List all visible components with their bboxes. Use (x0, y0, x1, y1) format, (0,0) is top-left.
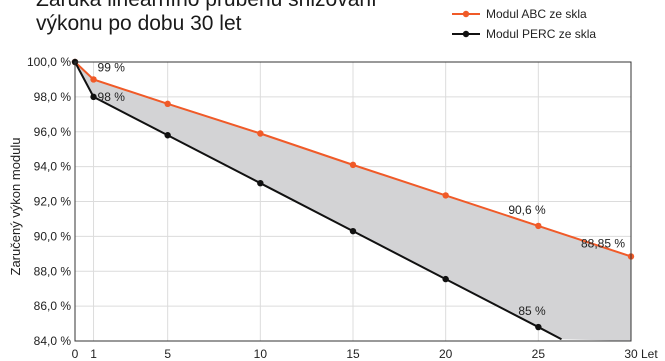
legend: Modul ABC ze skla Modul PERC ze skla (452, 7, 596, 41)
chart-title-line-2: výkonu po dobu 30 let (36, 12, 242, 35)
series-point-1 (535, 323, 542, 331)
y-tick-label: 90,0 % (34, 229, 72, 243)
data-label: 98 % (98, 90, 126, 104)
data-label: 85 % (518, 304, 546, 318)
x-tick-label: 30 (624, 347, 638, 361)
legend-marker-0 (462, 10, 470, 18)
x-tick-label: 10 (254, 347, 268, 361)
series-line-1 (74, 61, 562, 341)
legend-marker-1 (462, 30, 470, 38)
legend-entry-1: Modul PERC ze skla (486, 27, 596, 41)
chart-title: Záruka lineárního průběhu snižování výko… (36, 0, 416, 36)
series-point-0 (535, 222, 542, 230)
series-line-0 (74, 61, 632, 258)
series-point-0 (164, 100, 171, 108)
y-tick-label: 86,0 % (34, 299, 72, 313)
x-tick-label: 15 (346, 347, 360, 361)
annotations: 99 % 98 % 90,6 % 88,85 % 85 % (98, 60, 626, 318)
x-tick-label: 20 (439, 347, 453, 361)
series-point-1 (349, 227, 357, 235)
legend-entry-0: Modul ABC ze skla (486, 7, 587, 21)
x-tick-label: 0 (72, 347, 79, 361)
series-point-0 (90, 76, 97, 83)
data-label: 90,6 % (508, 203, 546, 217)
series-layer (71, 58, 635, 341)
series-point-0 (349, 161, 357, 169)
data-label: 88,85 % (581, 236, 625, 250)
y-tick-label: 84,0 % (34, 334, 72, 348)
series-point-1 (442, 275, 449, 283)
y-tick-label: 94,0 % (34, 160, 72, 174)
y-tick-label: 88,0 % (34, 264, 72, 278)
chart-title-line-1: Záruka lineárního průběhu snižování (36, 0, 416, 12)
plot-border (74, 61, 632, 342)
series-point-1 (164, 132, 171, 139)
y-tick-label: 100,0 % (27, 55, 71, 69)
x-tick-label: 25 (532, 347, 546, 361)
x-tick-label: 1 (90, 347, 97, 361)
series-point-0 (442, 192, 449, 199)
series-point-1 (90, 93, 97, 101)
y-tick-label: 96,0 % (34, 125, 72, 139)
tick-labels: 84,0 % 86,0 % 88,0 % 90,0 % 92,0 % 94,0 % 96,0… (27, 55, 658, 361)
y-tick-label: 98,0 % (34, 90, 72, 104)
data-label: 99 % (98, 60, 126, 74)
y-axis-label: Zaručený výkon modulu (8, 137, 23, 275)
x-axis-unit-label: Let (641, 347, 658, 361)
y-tick-label: 92,0 % (34, 195, 72, 209)
series-point-1 (257, 179, 264, 187)
x-tick-label: 5 (164, 347, 171, 361)
series-point-0 (257, 130, 264, 137)
fill-between-area (75, 62, 631, 341)
